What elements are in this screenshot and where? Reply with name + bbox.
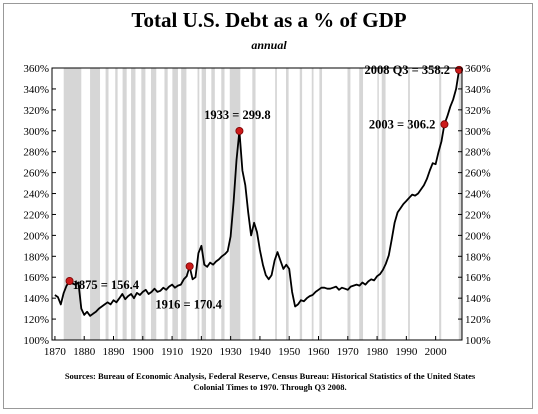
recession-band-5 <box>131 68 136 340</box>
annotation-label-2008: 2008 Q3 = 358.2 <box>364 63 450 77</box>
x-tick-label-1930: 1930 <box>220 346 243 358</box>
annotation-label-1933: 1933 = 299.8 <box>204 108 271 122</box>
y-tick-label-right-280: 280% <box>465 147 491 159</box>
y-tick-label-left-300: 300% <box>23 126 49 138</box>
y-tick-label-left-240: 240% <box>23 189 49 201</box>
source-line-1: Sources: Bureau of Economic Analysis, Fe… <box>64 371 476 381</box>
x-tick-label-1980: 1980 <box>366 346 389 358</box>
x-tick-label-1920: 1920 <box>190 346 213 358</box>
axis-ticks: 100% 100% 120% 120% 140% 140% 160% 160% 180% 180%… <box>23 63 490 358</box>
annotation-marker-1916 <box>185 262 194 271</box>
x-tick-label-1880: 1880 <box>73 346 96 358</box>
recession-band-16 <box>252 68 256 340</box>
y-tick-label-left-200: 200% <box>23 230 49 242</box>
recession-band-23 <box>359 68 364 340</box>
y-tick-label-left-360: 360% <box>23 63 49 75</box>
recession-band-25 <box>381 68 386 340</box>
recession-band-10 <box>181 68 187 340</box>
x-tick-label-1870: 1870 <box>44 346 67 358</box>
y-tick-label-right-140: 140% <box>465 293 491 305</box>
annotation-marker-1875 <box>65 276 74 285</box>
recession-band-24 <box>377 68 379 340</box>
y-tick-label-right-240: 240% <box>465 189 491 201</box>
y-tick-label-left-180: 180% <box>23 251 49 263</box>
chart-subtitle: annual <box>251 38 287 52</box>
annotation-label-2003: 2003 = 306.2 <box>369 117 436 131</box>
y-tick-label-left-140: 140% <box>23 293 49 305</box>
recession-band-3 <box>115 68 118 340</box>
recession-band-27 <box>439 68 442 340</box>
debt-gdp-series-line <box>54 69 460 317</box>
x-tick-label-1990: 1990 <box>395 346 418 358</box>
x-tick-label-1950: 1950 <box>278 346 301 358</box>
recession-band-12 <box>201 68 207 340</box>
x-tick-label-2000: 2000 <box>425 346 448 358</box>
y-tick-label-right-340: 340% <box>465 84 491 96</box>
y-tick-label-right-300: 300% <box>465 126 491 138</box>
y-tick-label-right-360: 360% <box>465 63 491 75</box>
annotation-layer: 1875 = 156.4 1916 = 170.4 1933 = 299.8 2003… <box>73 63 451 311</box>
recession-band-26 <box>408 68 410 340</box>
recession-band-7 <box>150 68 157 340</box>
annotation-label-1916: 1916 = 170.4 <box>155 297 222 311</box>
y-tick-label-left-120: 120% <box>23 314 49 326</box>
y-tick-label-right-260: 260% <box>465 168 491 180</box>
recession-bands <box>63 68 462 340</box>
y-tick-label-left-220: 220% <box>23 209 49 221</box>
recession-band-11 <box>197 68 200 340</box>
y-tick-label-left-260: 260% <box>23 168 49 180</box>
y-tick-label-right-180: 180% <box>465 251 491 263</box>
x-tick-label-1970: 1970 <box>337 346 360 358</box>
source-note: Sources: Bureau of Economic Analysis, Fe… <box>20 371 520 393</box>
x-tick-label-1910: 1910 <box>161 346 184 358</box>
recession-band-6 <box>141 68 146 340</box>
source-line-2: Colonial Times to 1970. Through Q3 2008. <box>193 382 347 392</box>
recession-band-8 <box>164 68 168 340</box>
y-tick-label-left-340: 340% <box>23 84 49 96</box>
y-tick-label-right-160: 160% <box>465 272 491 284</box>
recession-band-2 <box>105 68 109 340</box>
annotation-marker-1933 <box>235 126 244 135</box>
annotation-label-1875: 1875 = 156.4 <box>73 278 140 292</box>
plot-area-border <box>51 67 463 341</box>
recession-band-19 <box>299 68 303 340</box>
y-tick-label-right-320: 320% <box>465 105 491 117</box>
recession-band-21 <box>319 68 323 340</box>
recession-band-4 <box>122 68 127 340</box>
recession-band-17 <box>275 68 277 340</box>
x-tick-label-1960: 1960 <box>308 346 331 358</box>
series-layer <box>54 69 460 317</box>
recession-band-13 <box>211 68 215 340</box>
y-tick-label-left-320: 320% <box>23 105 49 117</box>
y-tick-label-left-160: 160% <box>23 272 49 284</box>
y-tick-label-right-120: 120% <box>465 314 491 326</box>
recession-band-18 <box>285 68 289 340</box>
recession-band-9 <box>172 68 178 340</box>
recession-band-14 <box>221 68 225 340</box>
recession-band-20 <box>311 68 314 340</box>
y-tick-label-right-200: 200% <box>465 230 491 242</box>
recession-band-15 <box>229 68 241 340</box>
recession-band-28 <box>458 68 462 340</box>
recession-band-0 <box>63 68 82 340</box>
y-tick-label-left-280: 280% <box>23 147 49 159</box>
chart-title: Total U.S. Debt as a % of GDP <box>131 8 407 32</box>
x-tick-label-1940: 1940 <box>249 346 272 358</box>
recession-band-22 <box>347 68 351 340</box>
x-tick-label-1900: 1900 <box>132 346 155 358</box>
y-tick-label-right-220: 220% <box>465 209 491 221</box>
recession-band-1 <box>90 68 101 340</box>
annotation-marker-2003 <box>440 120 449 129</box>
y-tick-label-left-100: 100% <box>23 335 49 347</box>
y-tick-label-right-100: 100% <box>465 335 491 347</box>
x-tick-label-1890: 1890 <box>103 346 126 358</box>
